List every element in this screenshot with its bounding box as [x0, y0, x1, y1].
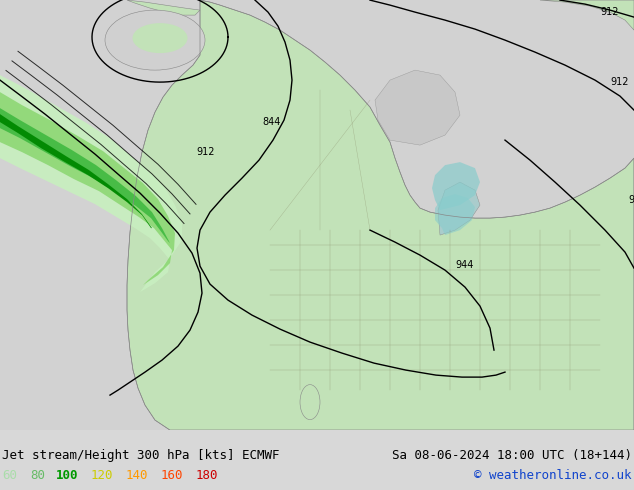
Polygon shape [540, 0, 634, 30]
Text: 844: 844 [263, 117, 281, 127]
Ellipse shape [300, 385, 320, 419]
Ellipse shape [133, 23, 188, 53]
Text: 912: 912 [600, 7, 619, 17]
Polygon shape [127, 0, 634, 430]
Text: Sa 08-06-2024 18:00 UTC (18+144): Sa 08-06-2024 18:00 UTC (18+144) [392, 449, 632, 462]
Text: © weatheronline.co.uk: © weatheronline.co.uk [474, 469, 632, 482]
Text: 120: 120 [91, 469, 113, 482]
Text: 80: 80 [30, 469, 45, 482]
Polygon shape [432, 162, 480, 210]
Text: Jet stream/Height 300 hPa [kts] ECMWF: Jet stream/Height 300 hPa [kts] ECMWF [2, 449, 280, 462]
Ellipse shape [105, 10, 205, 70]
Text: 140: 140 [126, 469, 148, 482]
Text: 912: 912 [610, 77, 628, 87]
Polygon shape [435, 194, 475, 235]
Text: 100: 100 [56, 469, 79, 482]
Polygon shape [127, 0, 200, 15]
Polygon shape [0, 75, 182, 292]
Polygon shape [0, 108, 170, 243]
Polygon shape [375, 70, 460, 145]
Text: 944: 944 [456, 260, 474, 270]
Text: 60: 60 [2, 469, 17, 482]
Polygon shape [438, 182, 480, 235]
Text: 160: 160 [161, 469, 183, 482]
Text: 180: 180 [196, 469, 219, 482]
Text: 944: 944 [628, 195, 634, 205]
Polygon shape [0, 114, 152, 228]
Polygon shape [0, 92, 175, 285]
Text: 912: 912 [196, 147, 214, 157]
